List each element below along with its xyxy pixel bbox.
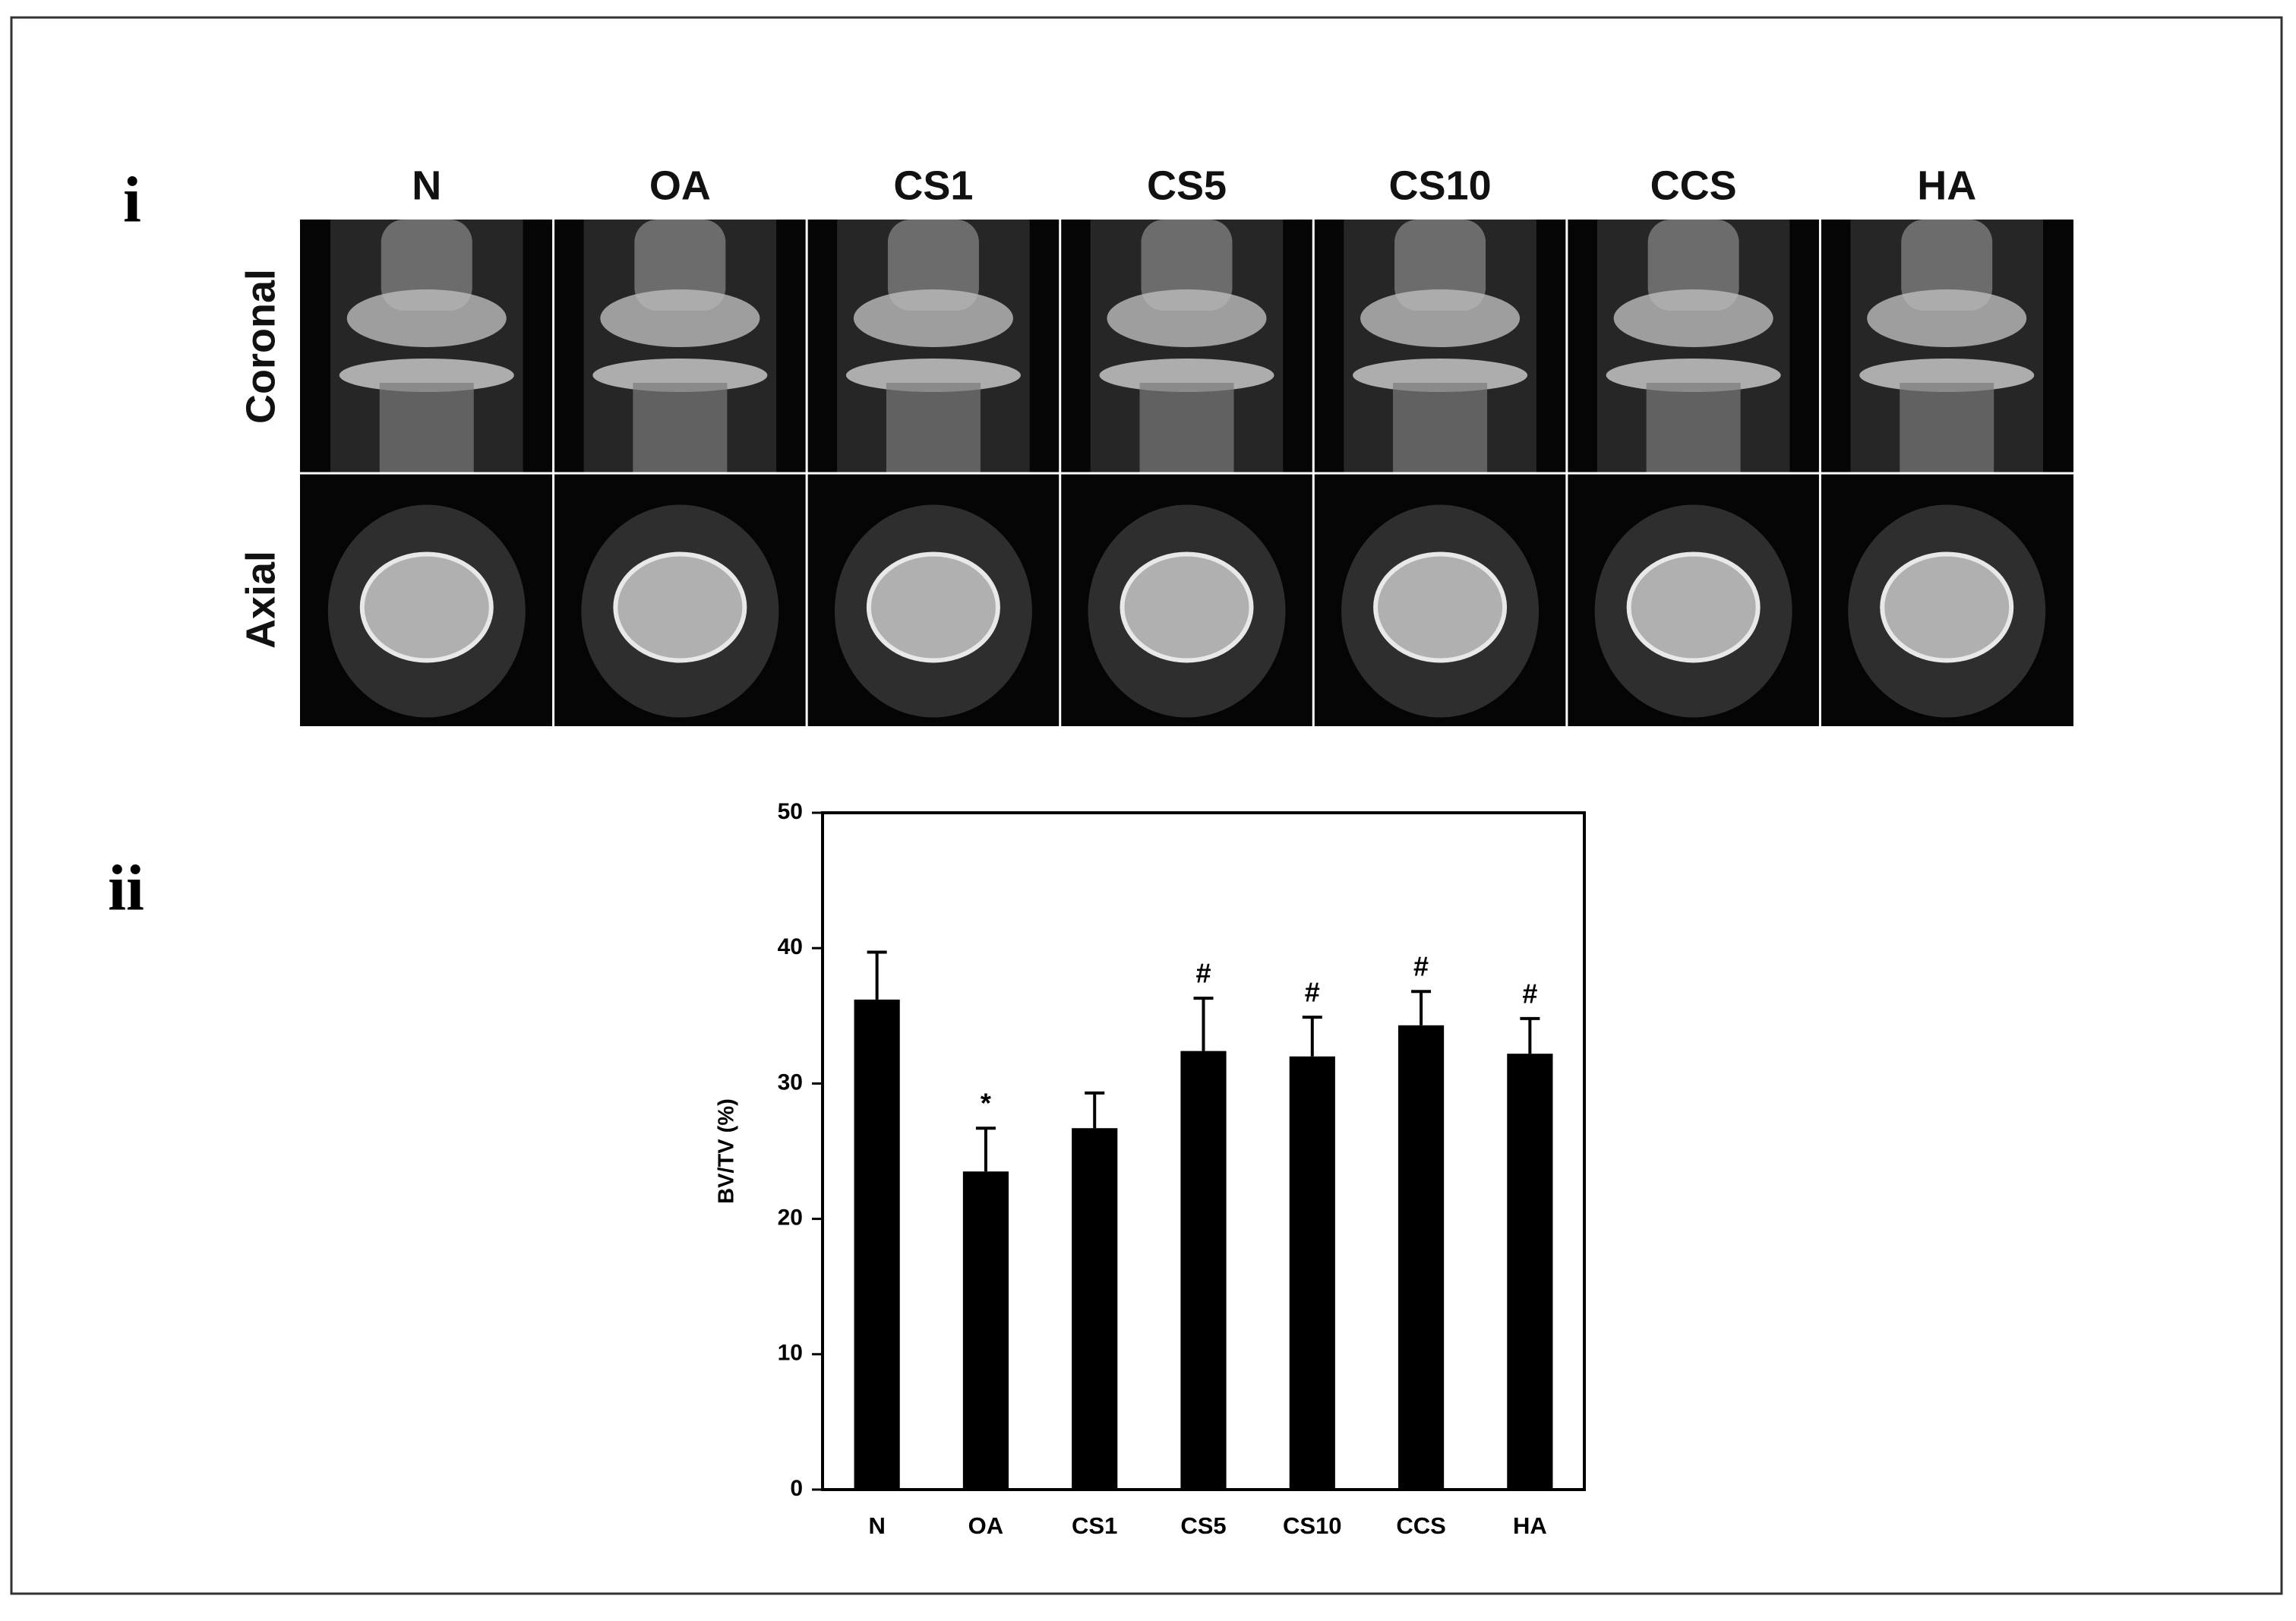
bar (1072, 1128, 1118, 1490)
bone-section (1626, 551, 1761, 663)
column-label: CS1 (893, 163, 973, 208)
x-tick-label: OA (968, 1512, 1004, 1539)
femur (634, 220, 726, 311)
significance-label: # (1195, 958, 1211, 989)
bar (1180, 1051, 1227, 1490)
femur (381, 220, 472, 311)
condyles (1107, 289, 1267, 347)
femur (1647, 220, 1739, 311)
condyles (600, 289, 760, 347)
y-axis-label: BV/TV (%) (715, 1098, 739, 1204)
column-label: HA (1917, 163, 1976, 208)
bar (1507, 1054, 1553, 1490)
tibia (886, 383, 981, 473)
bar (1289, 1056, 1335, 1490)
tibia (1393, 383, 1488, 473)
significance-label: # (1522, 978, 1537, 1009)
bar (854, 999, 900, 1490)
condyles (853, 289, 1013, 347)
tibia (1646, 383, 1741, 473)
y-tick-label: 20 (778, 1205, 803, 1231)
y-tick-label: 0 (790, 1476, 803, 1501)
column-label: OA (649, 163, 711, 208)
condyles (1867, 289, 2027, 347)
tibia (1900, 383, 1994, 473)
panel-label: i (123, 163, 141, 236)
y-tick-label: 30 (778, 1070, 803, 1095)
tibia (1139, 383, 1234, 473)
condyles (1360, 289, 1521, 347)
bone-section (1120, 551, 1254, 663)
bar (962, 1171, 1009, 1490)
column-label: N (412, 163, 441, 208)
condyles (1613, 289, 1773, 347)
bone-section (1880, 551, 2014, 663)
y-tick-label: 50 (778, 799, 803, 824)
x-tick-label: CCS (1396, 1512, 1445, 1539)
tibia (633, 383, 728, 473)
bone-section (613, 551, 747, 663)
panel-label: ii (108, 852, 144, 924)
row-label: Coronal (238, 269, 283, 424)
bone-section (359, 551, 494, 663)
bone-section (1373, 551, 1508, 663)
femur (887, 220, 979, 311)
row-label: Axial (238, 551, 283, 649)
x-tick-label: CS5 (1180, 1512, 1226, 1539)
significance-label: # (1413, 951, 1429, 982)
x-tick-label: HA (1513, 1512, 1547, 1539)
x-tick-label: CS1 (1072, 1512, 1117, 1539)
column-label: CS5 (1147, 163, 1227, 208)
femur (1394, 220, 1486, 311)
bone-section (866, 551, 1000, 663)
femur (1901, 220, 1993, 311)
y-tick-label: 10 (778, 1341, 803, 1366)
x-tick-label: CS10 (1283, 1512, 1342, 1539)
significance-label: # (1305, 977, 1320, 1008)
condyles (346, 289, 507, 347)
column-label: CCS (1650, 163, 1737, 208)
column-label: CS10 (1389, 163, 1492, 208)
bar (1397, 1025, 1445, 1490)
femur (1141, 220, 1233, 311)
tibia (379, 383, 474, 473)
plot-frame (821, 811, 1586, 1491)
significance-label: * (981, 1088, 991, 1119)
y-tick-label: 40 (778, 934, 803, 959)
x-tick-label: N (868, 1512, 885, 1539)
